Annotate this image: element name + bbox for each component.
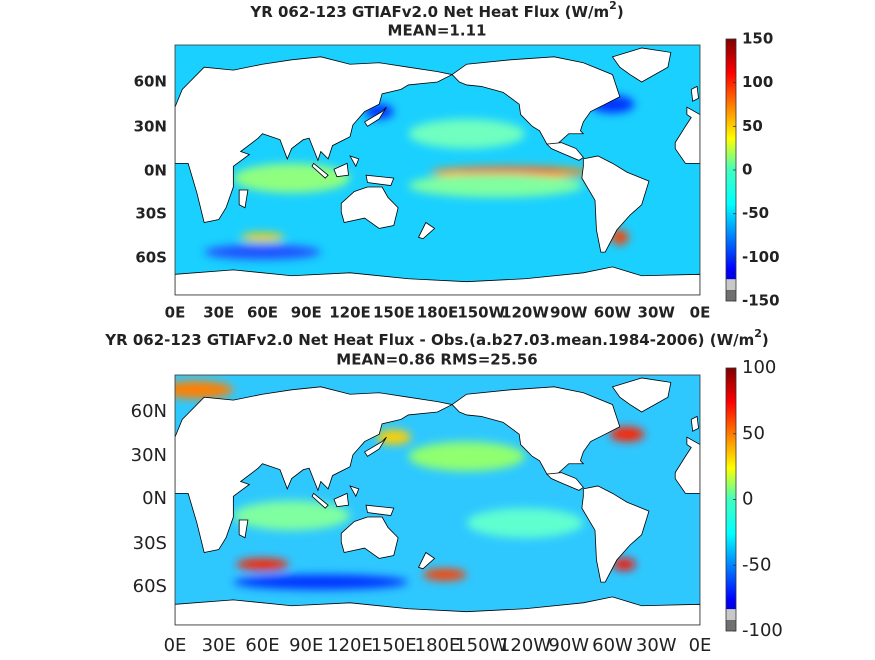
lon-tick-label: 180E — [415, 635, 461, 656]
lon-tick-label: 0E — [165, 304, 186, 322]
lon-tick-label: 180E — [417, 304, 459, 322]
lon-tick-label: 60W — [592, 635, 633, 656]
title-superscript: 2 — [609, 0, 617, 12]
colorbar — [726, 39, 736, 301]
lon-tick-label: 150E — [373, 304, 415, 322]
colorbar-land — [726, 620, 736, 631]
lon-tick-label: 0E — [164, 635, 187, 656]
panel-title: YR 062-123 GTIAFv2.0 Net Heat Flux (W/m2… — [249, 0, 623, 21]
title-text: YR 062-123 GTIAFv2.0 Net Heat Flux - Obs… — [104, 331, 754, 349]
lon-tick-label: 30W — [636, 635, 677, 656]
title-close: ) — [762, 331, 769, 349]
colorbar-tick-label: 0 — [742, 161, 752, 179]
colorbar-tick-label: -100 — [742, 620, 783, 641]
colorbar-missing — [726, 609, 736, 621]
lon-tick-label: 150W — [455, 635, 507, 656]
lon-tick-label: 0E — [689, 635, 712, 656]
lat-tick-label: 30N — [134, 118, 167, 136]
lat-tick-label: 60N — [134, 73, 167, 91]
panel-subtitle: MEAN=0.86 RMS=25.56 — [336, 351, 537, 369]
panel-labels: YR 062-123 GTIAFv2.0 Net Heat Flux - Obs… — [104, 327, 783, 656]
lon-tick-label: 120E — [329, 304, 371, 322]
lat-tick-label: 30S — [135, 205, 167, 223]
map-panel — [174, 44, 701, 296]
map-panel — [174, 374, 701, 626]
colorbar-tick-label: -50 — [742, 554, 771, 575]
lat-tick-label: 0N — [144, 162, 167, 180]
lon-tick-label: 60W — [594, 304, 632, 322]
colorbar — [726, 368, 736, 631]
lon-tick-label: 0E — [690, 304, 711, 322]
lat-tick-label: 60S — [135, 249, 167, 267]
lon-tick-label: 30W — [638, 304, 676, 322]
lon-tick-label: 30E — [202, 635, 236, 656]
map-field — [175, 375, 700, 625]
lon-tick-label: 90E — [289, 635, 323, 656]
colorbar-land — [726, 290, 736, 301]
colorbar-tick-label: 100 — [742, 73, 773, 91]
lon-tick-label: 150E — [371, 635, 417, 656]
panel-subtitle: MEAN=1.11 — [388, 22, 487, 40]
colorbar-tick-label: 150 — [742, 30, 773, 48]
lat-tick-label: 30N — [131, 445, 167, 466]
lon-tick-label: 90E — [291, 304, 322, 322]
title-superscript: 2 — [754, 327, 762, 340]
lat-tick-label: 60S — [133, 576, 167, 597]
colorbar-tick-label: -100 — [742, 248, 780, 266]
lon-tick-label: 120W — [499, 635, 551, 656]
colorbar-tick-label: 0 — [742, 489, 753, 510]
colorbar-tick-label: 50 — [742, 117, 763, 135]
title-close: ) — [617, 3, 624, 21]
lon-tick-label: 60E — [245, 635, 279, 656]
colorbar-tick-label: 100 — [742, 357, 776, 378]
lon-tick-label: 150W — [457, 304, 505, 322]
lon-tick-label: 90W — [550, 304, 588, 322]
colorbar-tick-label: -50 — [742, 204, 769, 222]
lon-tick-label: 60E — [247, 304, 278, 322]
map-field — [175, 45, 700, 295]
colorbar-tick-label: -150 — [742, 292, 780, 310]
lon-tick-label: 120W — [501, 304, 549, 322]
colorbar-missing — [726, 279, 736, 291]
lon-tick-label: 90W — [548, 635, 589, 656]
lat-tick-label: 0N — [142, 488, 167, 509]
panel-title: YR 062-123 GTIAFv2.0 Net Heat Flux - Obs… — [104, 327, 769, 349]
colorbar-tick-label: 50 — [742, 423, 765, 444]
title-text: YR 062-123 GTIAFv2.0 Net Heat Flux (W/m — [249, 3, 609, 21]
lat-tick-label: 60N — [131, 401, 167, 422]
lon-tick-label: 30E — [203, 304, 234, 322]
panel-labels: YR 062-123 GTIAFv2.0 Net Heat Flux (W/m2… — [134, 0, 780, 322]
lon-tick-label: 120E — [327, 635, 373, 656]
lat-tick-label: 30S — [133, 533, 167, 554]
